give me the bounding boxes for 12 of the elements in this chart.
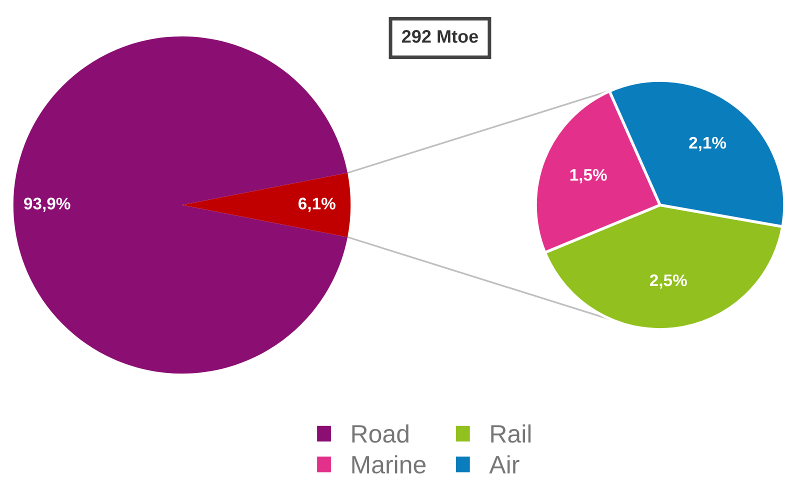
legend-label: Rail bbox=[491, 424, 531, 443]
data-label: 2,1% bbox=[689, 136, 726, 152]
pie-slice bbox=[182, 172, 351, 238]
chart-title: 292 Mtoe bbox=[402, 30, 478, 43]
data-label: 93,9% bbox=[24, 198, 70, 212]
legend-label: Air bbox=[489, 455, 520, 474]
legend-label: Marine bbox=[352, 455, 426, 474]
data-label: 6,1% bbox=[298, 198, 336, 212]
data-label: 1,5% bbox=[570, 169, 607, 184]
data-label: 2,5% bbox=[650, 274, 687, 289]
pie-slice bbox=[13, 36, 348, 374]
legend-label: Road bbox=[352, 424, 408, 443]
